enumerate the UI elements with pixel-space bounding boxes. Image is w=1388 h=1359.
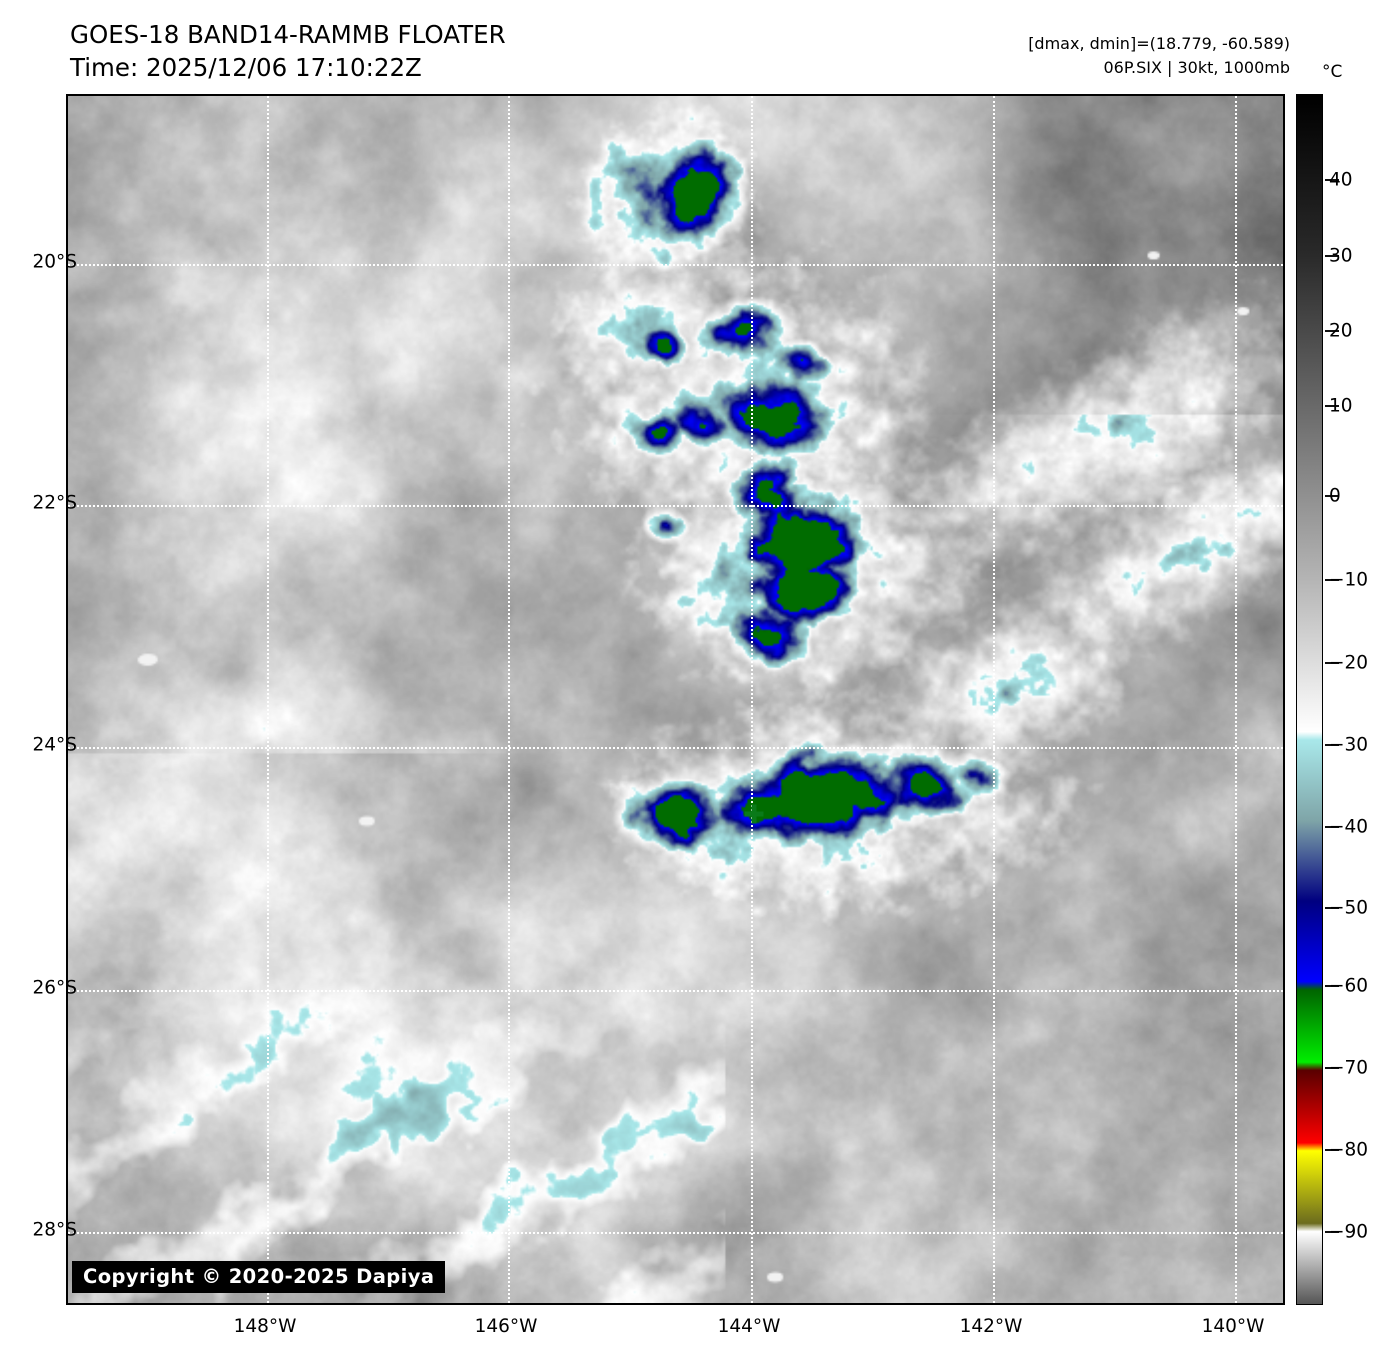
colorbar-tick-label: 20 (1329, 320, 1353, 342)
lon-tick-label: 146°W (474, 1316, 538, 1337)
colorbar-tick (1325, 985, 1339, 987)
lat-tick-label: 22°S (32, 492, 77, 514)
colorbar-tick (1325, 662, 1339, 664)
metadata-block: [dmax, dmin]=(18.779, -60.589) 06P.SIX |… (1028, 32, 1290, 80)
lat-tick-label: 20°S (32, 251, 77, 273)
colorbar-tick (1325, 179, 1339, 181)
lon-tick-label: 142°W (959, 1316, 1023, 1337)
copyright-watermark: Copyright © 2020-2025 Dapiya (72, 1261, 446, 1293)
colorbar-unit-label: °C (1322, 62, 1343, 82)
lat-tick-label: 24°S (32, 734, 77, 756)
colorbar-gradient (1297, 95, 1322, 1304)
satellite-image-panel[interactable]: Copyright © 2020-2025 Dapiya (66, 94, 1285, 1305)
lon-tick-label: 144°W (717, 1316, 781, 1337)
title-block: GOES-18 BAND14-RAMMB FLOATER Time: 2025/… (70, 18, 506, 84)
colorbar-tick-label: −30 (1329, 734, 1369, 756)
lon-tick-label: 140°W (1201, 1316, 1265, 1337)
colorbar-tick-label: −50 (1329, 897, 1369, 919)
colorbar-tick-label: −90 (1329, 1221, 1369, 1243)
lat-tick-label: 28°S (32, 1219, 77, 1241)
colorbar-tick (1325, 495, 1339, 497)
colorbar-tick-label: −10 (1329, 569, 1369, 591)
colorbar-tick-label: 0 (1329, 485, 1341, 507)
colorbar-tick-label: −40 (1329, 816, 1369, 838)
colorbar-tick-label: −80 (1329, 1139, 1369, 1161)
colorbar-tick (1325, 744, 1339, 746)
colorbar-tick (1325, 1149, 1339, 1151)
lat-tick-label: 26°S (32, 977, 77, 999)
lon-tick-label: 148°W (233, 1316, 297, 1337)
colorbar-tick-label: −70 (1329, 1057, 1369, 1079)
colorbar-tick (1325, 907, 1339, 909)
storm-center-marker (744, 804, 764, 824)
page-title: GOES-18 BAND14-RAMMB FLOATER (70, 20, 506, 49)
colorbar-tick (1325, 330, 1339, 332)
colorbar-tick (1325, 1231, 1339, 1233)
storm-info-label: 06P.SIX | 30kt, 1000mb (1103, 58, 1290, 77)
colorbar-tick (1325, 1067, 1339, 1069)
dminmax-label: [dmax, dmin]=(18.779, -60.589) (1028, 34, 1290, 53)
colorbar-tick (1325, 579, 1339, 581)
colorbar-tick-label: −20 (1329, 652, 1369, 674)
satellite-imagery-canvas (68, 96, 1283, 1303)
colorbar-tick-label: 30 (1329, 245, 1353, 267)
colorbar-tick (1325, 255, 1339, 257)
temperature-colorbar (1296, 94, 1323, 1305)
timestamp-label: Time: 2025/12/06 17:10:22Z (70, 53, 422, 82)
colorbar-tick (1325, 405, 1339, 407)
colorbar-tick (1325, 826, 1339, 828)
colorbar-tick-label: −60 (1329, 975, 1369, 997)
colorbar-tick-label: 40 (1329, 169, 1353, 191)
colorbar-tick-label: 10 (1329, 395, 1353, 417)
